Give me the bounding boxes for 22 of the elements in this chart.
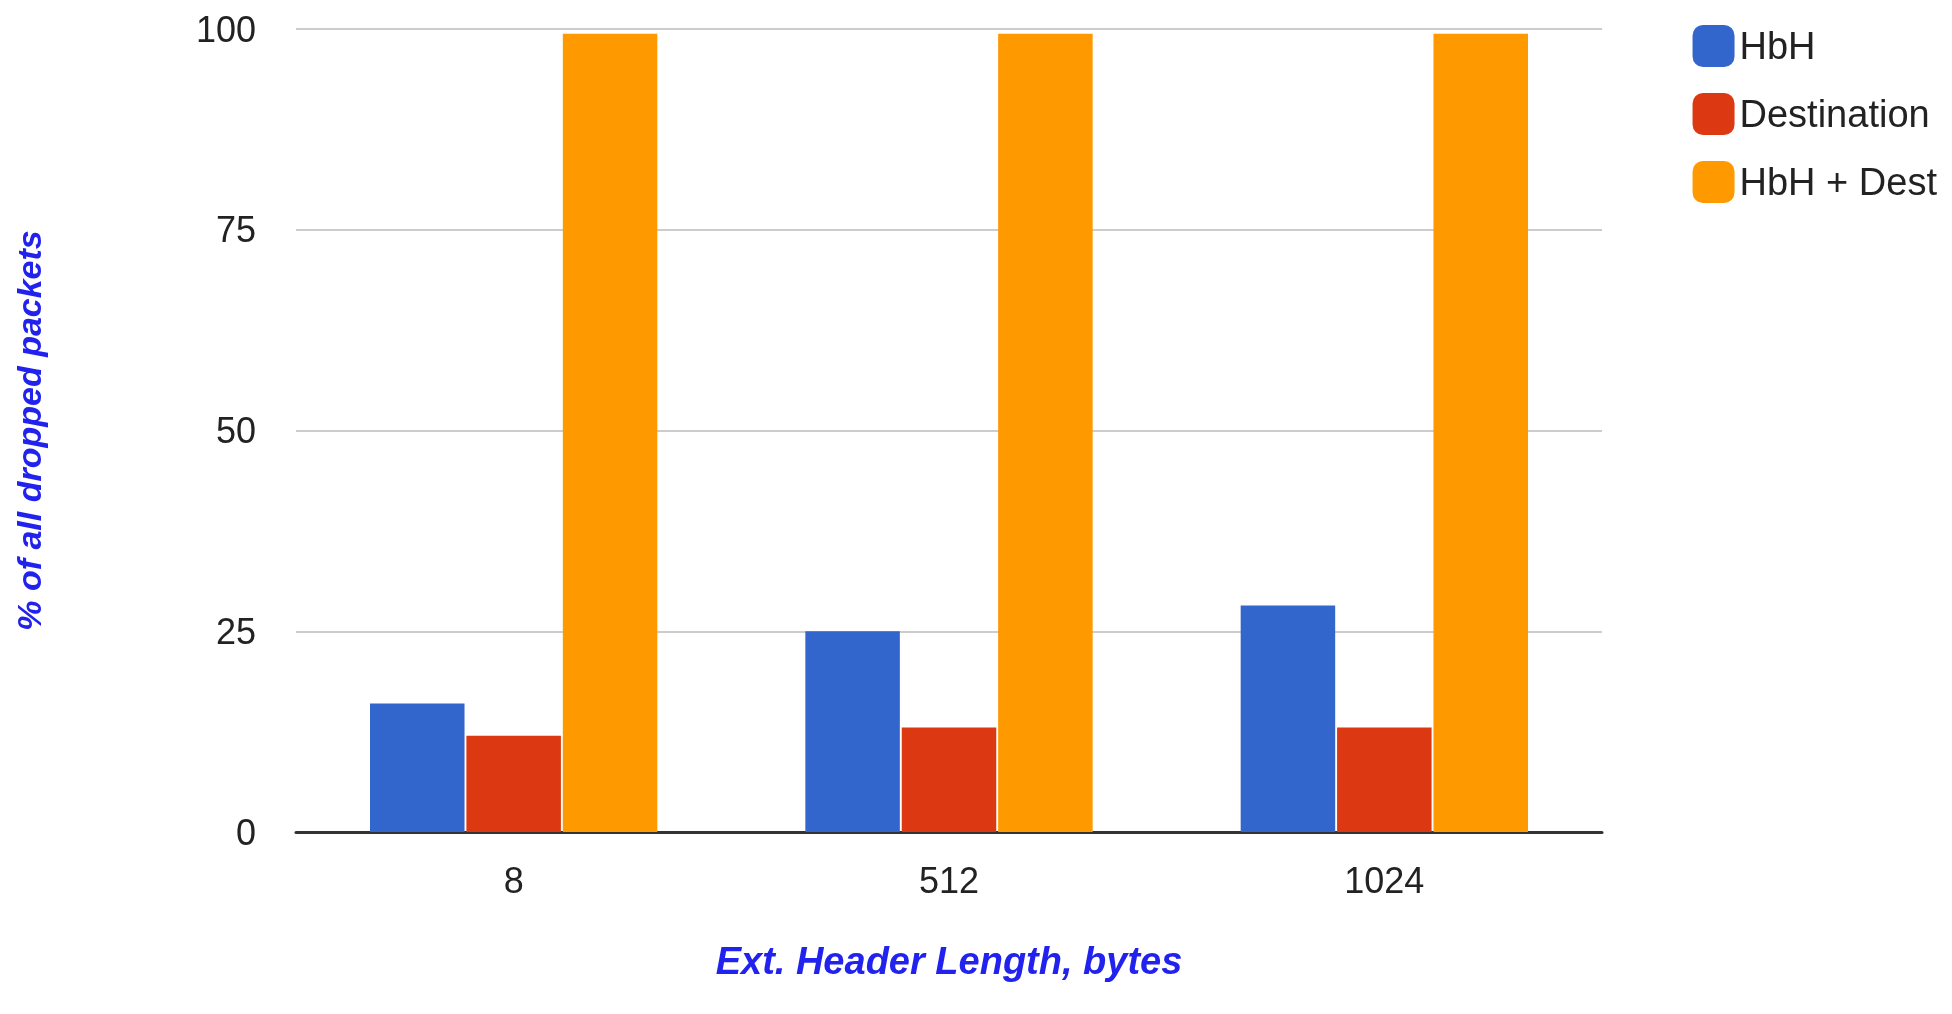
- legend-label: Destination: [1739, 93, 1930, 135]
- bar: [466, 735, 561, 832]
- legend-label: HbH: [1739, 25, 1816, 67]
- bar: [1240, 605, 1336, 832]
- bar: [998, 33, 1093, 832]
- x-tick-label: 8: [503, 859, 524, 901]
- y-axis-title: % of all dropped packets: [10, 230, 48, 631]
- bar: [805, 631, 900, 832]
- y-tick-label: 100: [195, 8, 256, 50]
- x-tick-label: 1024: [1344, 859, 1425, 901]
- x-axis-title: Ext. Header Length, bytes: [715, 940, 1183, 982]
- x-tick-label: 512: [918, 859, 980, 901]
- bar: [562, 33, 658, 832]
- y-tick-label: 75: [215, 209, 256, 251]
- y-tick-label: 0: [235, 811, 256, 853]
- y-tick-label: 50: [215, 410, 256, 451]
- bar: [370, 703, 465, 832]
- legend-label: HbH + Dest: [1739, 161, 1938, 203]
- y-tick-label: 25: [215, 610, 256, 652]
- bar: [1433, 33, 1528, 832]
- bar: [901, 727, 997, 832]
- bar: [1337, 727, 1432, 832]
